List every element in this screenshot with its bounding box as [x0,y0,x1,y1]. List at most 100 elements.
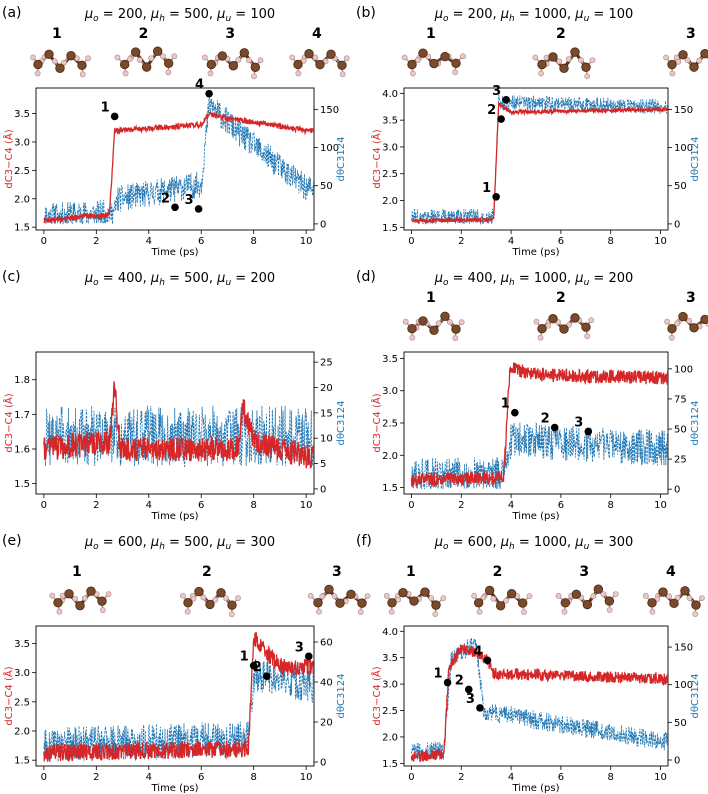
carbon-atom [97,596,107,606]
carbon-atom [669,598,679,608]
panel-b: (b) μo = 200, μh = 1000, μu = 100 1 2 3 0 2 4 6 8… [354,0,708,264]
hydrogen-atom [556,58,563,65]
hydrogen-atom [160,53,166,60]
chart-c: (c) μo = 400, μh = 500, μu = 200 0 2 4 6 8 10 Ti… [2,269,347,522]
molecule-label: 2 [556,290,566,306]
y-left-tick-label: 2.0 [14,194,30,205]
x-tick-label: 6 [198,772,204,783]
hydrogen-atom [692,611,699,617]
plot-frame [35,625,315,767]
hydrogen-atom [649,608,656,615]
x-tick-label: 0 [41,500,47,511]
hydrogen-atom [589,57,596,64]
hydrogen-atom [590,593,597,600]
structure-point-label: 4 [473,644,482,659]
x-tick-label: 6 [198,236,204,247]
y-right-axis-title: dθC3124 [336,401,347,446]
molecule-1 [402,311,465,342]
carbon-atom [75,600,85,611]
hydrogen-atom [122,70,129,77]
y-left-tick-label: 3.5 [14,639,30,650]
x-tick-label: 2 [93,772,99,783]
carbon-atom [473,598,484,608]
hydrogen-atom [207,70,214,77]
y-right-tick-label: 0 [320,758,326,769]
y-left-tick-label: 3.5 [382,354,398,365]
hydrogen-atom [312,54,319,61]
hydrogen-atom [476,608,483,615]
y-left-tick-label: 1.5 [382,759,398,770]
hydrogen-atom [642,592,649,599]
carbon-atom [205,599,215,610]
molecule-label: 3 [579,564,589,580]
x-axis-title: Time (ps) [150,247,198,258]
x-tick-label: 8 [608,500,614,511]
carbon-atom [604,596,615,606]
y-right-axis-title: dθC3124 [690,137,701,182]
x-tick-label: 6 [198,500,204,511]
structure-point [304,652,313,661]
y-right-tick-label: 100 [674,364,693,375]
y-right-tick-label: 100 [674,143,693,154]
hydrogen-atom [56,608,63,615]
molecule-label: 3 [225,26,235,42]
plot-frame [403,87,669,231]
hydrogen-atom [251,73,257,80]
structure-point [249,661,258,670]
carbon-atom [570,313,580,323]
y-left-tick-label: 4.0 [382,627,398,638]
hydrogen-atom [458,319,465,326]
x-axis-title: Time (ps) [511,247,559,258]
hydrogen-atom [696,57,703,64]
structure-point-label: 3 [574,415,583,430]
hydrogen-atom [114,54,121,61]
y-left-tick-label: 2.5 [382,706,398,717]
carbon-atom [678,50,688,60]
structure-point [483,656,492,665]
y-left-tick-label: 2.5 [382,169,398,180]
molecule-3 [663,48,708,77]
series-dihedral-line [43,92,314,225]
x-tick-label: 2 [458,236,464,247]
carbon-atom [304,49,314,59]
structure-point [511,408,519,417]
carbon-atom [152,46,163,56]
carbon-atom [571,589,582,599]
hydrogen-atom [606,607,613,613]
y-left-axis-title: dC3−C4 (Å) [370,129,383,188]
y-right-axis-title: dθC3124 [336,674,347,719]
hydrogen-atom [673,320,680,327]
hydrogen-atom [235,56,242,63]
hydrogen-atom [184,608,191,615]
x-tick-label: 6 [558,500,564,511]
hydrogen-atom [666,593,672,600]
y-left-tick-label: 3.5 [382,653,398,664]
hydrogen-atom [339,71,346,78]
structure-point [497,115,505,123]
carbon-atom [77,60,87,71]
hydrogen-atom [212,596,219,603]
carbon-atom [667,323,677,334]
structure-point-label: 1 [240,650,249,665]
y-left-tick-label: 2.0 [382,196,398,207]
hydrogen-atom [388,608,395,615]
carbon-atom [64,589,74,599]
parameter-title: μo = 200, μh = 1000, μu = 100 [434,7,634,24]
x-axis-title: Time (ps) [511,511,559,522]
structure-point [584,427,593,436]
hydrogen-atom [409,334,416,341]
y-right-tick-label: 20 [320,718,333,729]
carbon-atom [506,588,517,599]
plot-frame [403,625,669,767]
hydrogen-atom [537,334,544,341]
molecule-label: 1 [72,564,82,580]
x-axis-title: Time (ps) [150,783,198,794]
hydrogen-atom [190,595,197,602]
carbon-atom [691,600,701,610]
carbon-atom [548,52,558,62]
x-tick-label: 2 [93,236,99,247]
x-tick-label: 10 [300,500,313,511]
molecule-3 [201,48,264,80]
